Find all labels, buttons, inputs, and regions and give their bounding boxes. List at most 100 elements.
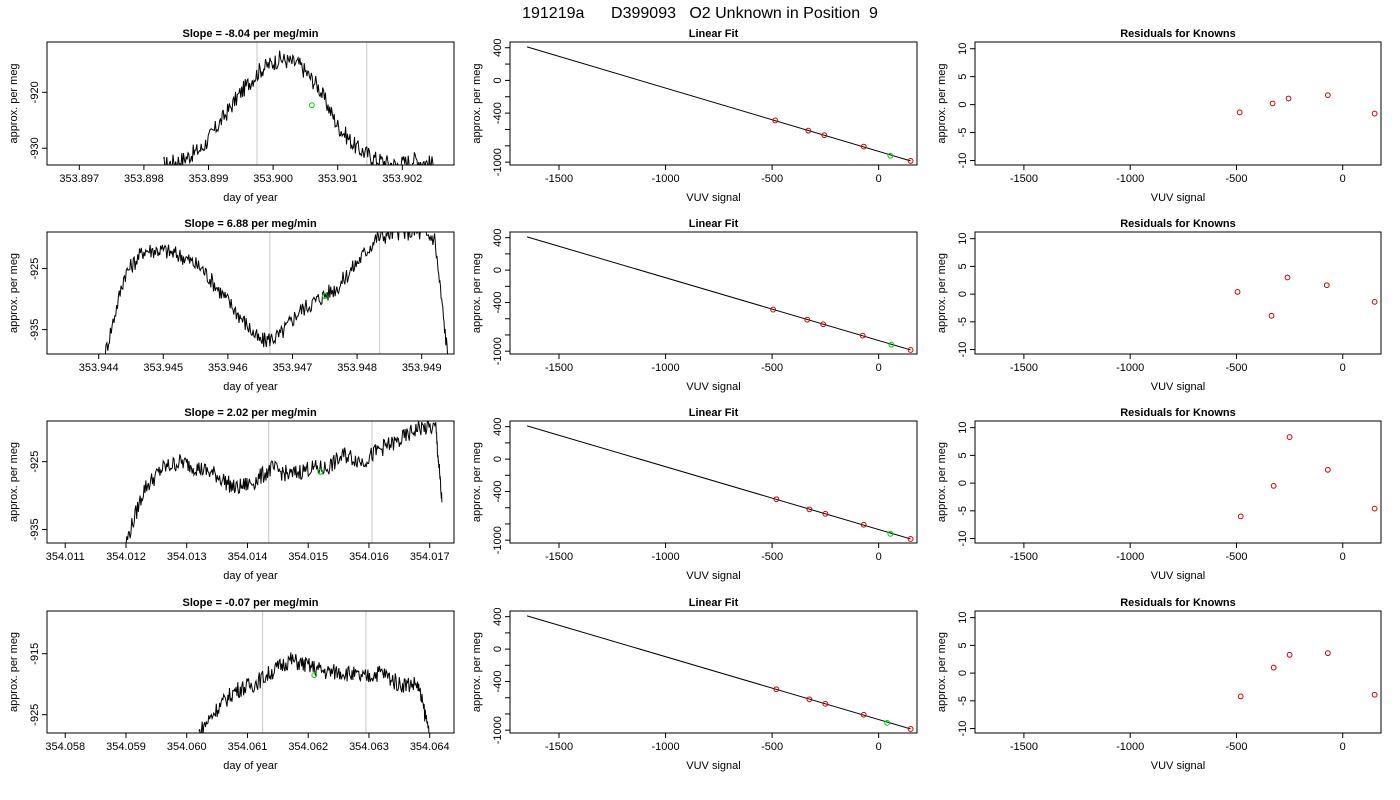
- y-tick-label: 5: [957, 74, 969, 80]
- x-axis-label: day of year: [223, 760, 278, 772]
- y-axis-label: approx. per meg: [471, 63, 483, 143]
- panel-linear-fit-3: Linear Fit -1500 -1000 -500 0 400 0 -400 -1000 VU…: [471, 407, 918, 582]
- y-tick-label: 400: [492, 39, 504, 57]
- x-tick-label: -1000: [651, 551, 679, 563]
- panels: Slope = -8.04 per meg/min 353.897 353.898 3…: [8, 28, 1382, 772]
- x-tick-label: 0: [876, 551, 882, 563]
- y-axis-label: approx. per meg: [471, 632, 483, 712]
- y-tick-label: 400: [492, 228, 504, 246]
- residual-point: [1324, 650, 1331, 657]
- y-tick-label: -1000: [492, 148, 504, 176]
- y-tick-label: -5: [957, 128, 969, 138]
- x-tick-label: -1500: [545, 362, 573, 374]
- x-axis-label: VUV signal: [686, 192, 740, 204]
- unknown-marker: [308, 102, 315, 109]
- x-tick-label: -500: [761, 362, 783, 374]
- y-tick-label: -10: [957, 721, 969, 737]
- known-point: [770, 306, 777, 313]
- plot-frame: [46, 610, 455, 734]
- y-axis-label: approx. per meg: [936, 63, 948, 143]
- x-tick-label: 353.948: [337, 362, 377, 374]
- panel-linear-fit-2: Linear Fit -1500 -1000 -500 0 400 0 -400 -1000 VU…: [471, 218, 918, 393]
- y-tick-label: 5: [957, 263, 969, 269]
- x-tick-label: 353.897: [59, 173, 99, 185]
- residual-point: [1286, 434, 1293, 440]
- fit-line: [526, 425, 911, 540]
- plot-area: [104, 232, 448, 354]
- x-axis-label: day of year: [223, 381, 278, 393]
- known-point: [773, 686, 780, 693]
- x-tick-label: 354.064: [410, 741, 450, 753]
- x-tick-label: -1000: [1116, 362, 1144, 374]
- x-tick-label: 354.061: [228, 741, 268, 753]
- y-tick-label: -10: [957, 153, 969, 169]
- x-axis-label: day of year: [223, 570, 278, 582]
- x-tick-label: 354.015: [288, 551, 328, 563]
- known-point: [822, 700, 829, 707]
- known-point: [806, 696, 813, 703]
- unknown-marker: [311, 672, 318, 678]
- fit-line: [526, 46, 911, 162]
- y-axis-label: approx. per meg: [471, 442, 483, 522]
- x-axis-label: day of year: [223, 192, 278, 204]
- x-tick-label: 354.063: [349, 741, 389, 753]
- x-tick-label: 354.062: [288, 741, 328, 753]
- plot-frame: [509, 610, 918, 734]
- panel-title: Linear Fit: [689, 218, 739, 230]
- x-axis-label: VUV signal: [1151, 192, 1205, 204]
- y-tick-label: 0: [957, 670, 969, 676]
- y-tick-label: -5: [957, 506, 969, 516]
- y-tick-label: 0: [957, 291, 969, 297]
- residual-point: [1371, 691, 1378, 698]
- plot-area: [526, 425, 914, 542]
- known-point: [907, 726, 914, 732]
- time-series-line: [198, 652, 430, 733]
- x-tick-label: 353.898: [124, 173, 164, 185]
- y-tick-label: -400: [492, 671, 504, 693]
- plot-frame: [509, 41, 918, 166]
- plot-area: [1236, 92, 1378, 117]
- x-tick-label: 354.013: [167, 551, 207, 563]
- x-tick-label: -500: [761, 551, 783, 563]
- fit-line: [526, 236, 911, 351]
- x-tick-label: 353.899: [189, 173, 229, 185]
- x-tick-label: 353.901: [318, 173, 358, 185]
- y-tick-label: 0: [957, 102, 969, 108]
- y-tick-label: -5: [957, 317, 969, 327]
- residual-point: [1237, 693, 1244, 700]
- panel-residuals-3: Residuals for Knowns -1500 -1000 -500 0 10 5 0 -…: [936, 407, 1382, 582]
- panel-title: Linear Fit: [689, 28, 739, 40]
- x-tick-label: -1000: [651, 362, 679, 374]
- y-tick-label: -920: [29, 81, 41, 103]
- residual-point: [1323, 282, 1330, 289]
- y-tick-label: -400: [492, 102, 504, 124]
- y-axis-label: approx. per meg: [8, 632, 20, 712]
- panel-residuals-4: Residuals for Knowns -1500 -1000 -500 0 10 5 0 -…: [936, 597, 1382, 772]
- x-tick-label: -1500: [1010, 551, 1038, 563]
- panel-time-series-3: Slope = 2.02 per meg/min 354.011 354.012 35…: [8, 407, 455, 582]
- plot-area: [526, 615, 914, 732]
- y-tick-label: -915: [29, 643, 41, 665]
- x-tick-label: -1500: [545, 173, 573, 185]
- x-tick-label: -1000: [1116, 173, 1144, 185]
- y-tick-label: 400: [492, 417, 504, 435]
- residual-point: [1285, 95, 1292, 102]
- figure-title: 191219a D399093 O2 Unknown in Position 9: [522, 5, 878, 22]
- known-point: [772, 117, 779, 124]
- x-tick-label: -500: [761, 173, 783, 185]
- y-tick-label: -5: [957, 696, 969, 706]
- panel-title: Slope = 2.02 per meg/min: [184, 407, 317, 419]
- known-point: [773, 496, 780, 503]
- known-point: [907, 347, 914, 353]
- y-tick-label: 10: [957, 233, 969, 245]
- y-tick-label: -10: [957, 531, 969, 547]
- plot-area: [1237, 650, 1378, 700]
- panel-linear-fit-1: Linear Fit -1500 -1000 -500 0 400 0 -400 -1000 VU…: [471, 28, 918, 204]
- known-point: [806, 506, 813, 513]
- plot-area: [526, 236, 914, 353]
- y-tick-label: -1000: [492, 526, 504, 554]
- residual-point: [1286, 651, 1293, 658]
- panel-title: Slope = -8.04 per meg/min: [182, 28, 318, 40]
- known-point: [820, 321, 827, 328]
- x-tick-label: 353.946: [208, 362, 248, 374]
